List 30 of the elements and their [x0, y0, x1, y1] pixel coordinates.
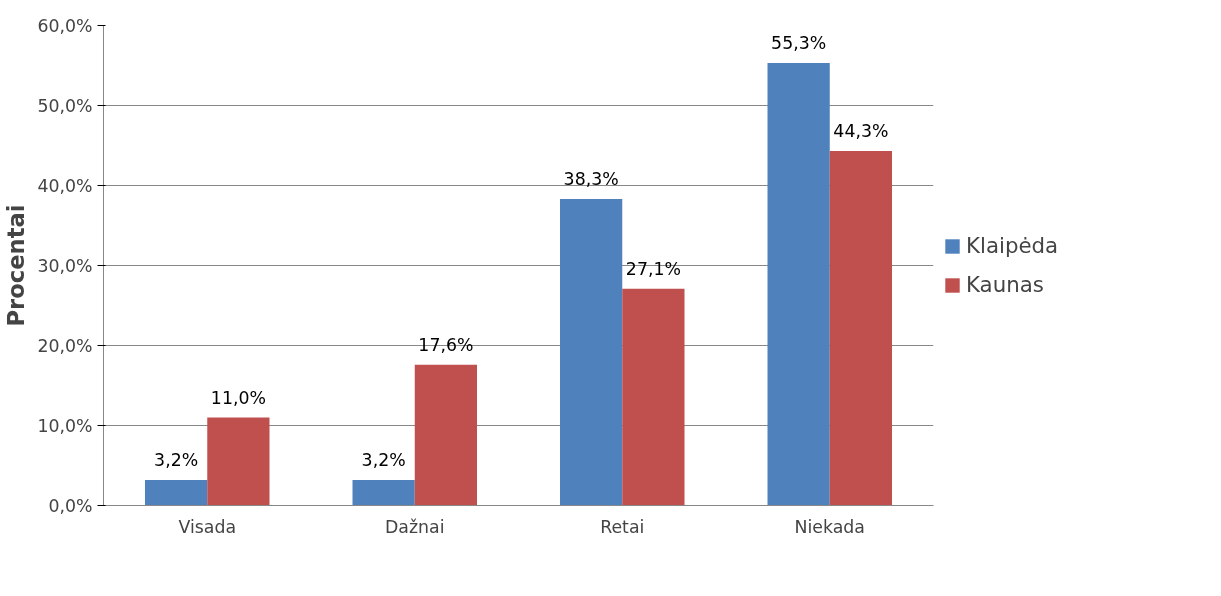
data-label: 3,2%	[154, 449, 199, 470]
y-tick-label: 60,0%	[37, 15, 93, 36]
y-axis-title: Procentai	[3, 204, 30, 327]
y-tick-label: 0,0%	[48, 495, 93, 516]
bar	[829, 151, 892, 506]
y-tick-label: 20,0%	[37, 335, 93, 356]
bar	[145, 479, 208, 506]
bar	[560, 199, 623, 506]
data-label: 3,2%	[361, 449, 406, 470]
data-label: 44,3%	[833, 121, 889, 142]
data-label: 11,0%	[210, 387, 266, 408]
legend-label: Kaunas	[966, 272, 1044, 297]
x-tick-label: Niekada	[794, 516, 865, 537]
y-tick-label: 40,0%	[37, 175, 93, 196]
bar	[767, 63, 830, 506]
bar	[414, 364, 477, 506]
x-tick-label: Dažnai	[385, 516, 445, 537]
bar	[207, 417, 270, 506]
legend-label: Klaipėda	[966, 233, 1059, 258]
y-tick-label: 50,0%	[37, 95, 93, 116]
data-label: 55,3%	[771, 33, 827, 54]
data-label: 38,3%	[563, 169, 619, 190]
data-label: 27,1%	[625, 258, 681, 279]
bar	[352, 479, 415, 506]
x-tick-label: Visada	[178, 516, 237, 537]
x-tick-label: Retai	[600, 516, 645, 537]
y-tick-label: 10,0%	[37, 415, 93, 436]
bar	[622, 288, 685, 506]
y-tick-label: 30,0%	[37, 255, 93, 276]
data-label: 17,6%	[418, 334, 474, 355]
